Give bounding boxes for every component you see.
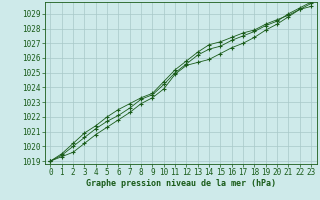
X-axis label: Graphe pression niveau de la mer (hPa): Graphe pression niveau de la mer (hPa) <box>86 179 276 188</box>
